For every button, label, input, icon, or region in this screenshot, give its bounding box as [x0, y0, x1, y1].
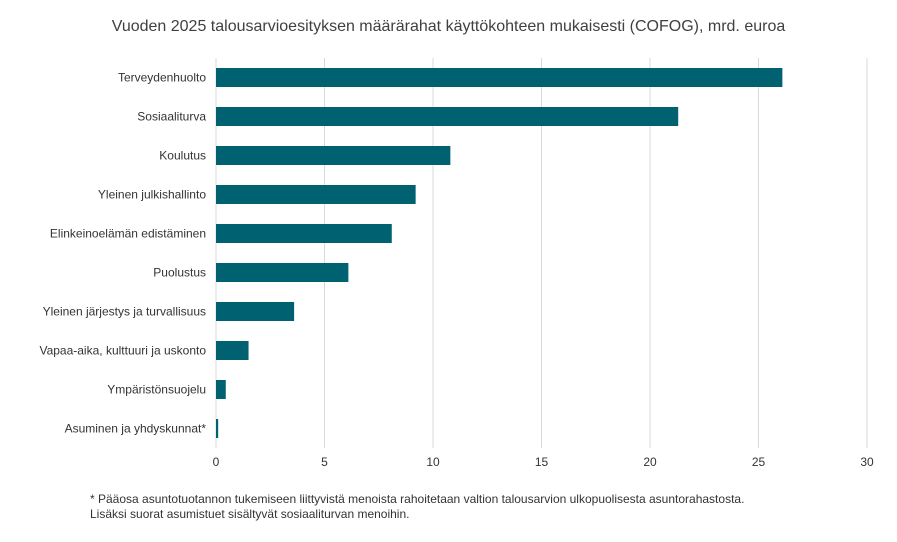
bar — [216, 419, 219, 438]
footnote-line-2: Lisäksi suorat asumistuet sisältyvät sos… — [90, 507, 410, 521]
bar — [216, 68, 783, 87]
bar — [216, 263, 349, 282]
bar — [216, 224, 392, 243]
bar — [216, 185, 416, 204]
bar — [216, 341, 249, 360]
footnote: * Pääosa asuntotuotannon tukemiseen liit… — [90, 492, 744, 522]
x-tick-label: 5 — [321, 455, 328, 469]
bar-chart: 0 5 10 15 20 25 30 Terveydenhuolto Sosiaaliturva… — [39, 58, 874, 469]
bar — [216, 146, 451, 165]
category-label: Yleinen julkishallinto — [98, 188, 206, 202]
x-tick-label: 20 — [643, 455, 657, 469]
category-label: Vapaa-aika, kulttuuri ja uskonto — [39, 344, 206, 358]
bar — [216, 380, 226, 399]
x-tick-label: 10 — [426, 455, 440, 469]
x-tick-label: 0 — [213, 455, 220, 469]
category-label: Puolustus — [153, 266, 206, 280]
x-tick-label: 30 — [860, 455, 874, 469]
chart-title: Vuoden 2025 talousarvioesityksen määrära… — [111, 18, 786, 35]
category-label: Koulutus — [159, 149, 206, 163]
bar — [216, 107, 679, 126]
category-label: Asuminen ja yhdyskunnat* — [65, 422, 207, 436]
bar — [216, 302, 295, 321]
category-label: Elinkeinoelämän edistäminen — [50, 227, 206, 241]
x-tick-label: 25 — [752, 455, 766, 469]
x-tick-label: 15 — [535, 455, 549, 469]
category-label: Ympäristönsuojelu — [107, 383, 206, 397]
footnote-line-1: * Pääosa asuntotuotannon tukemiseen liit… — [90, 492, 745, 506]
category-label: Sosiaaliturva — [137, 110, 206, 124]
category-label: Terveydenhuolto — [118, 71, 206, 85]
category-label: Yleinen järjestys ja turvallisuus — [43, 305, 206, 319]
